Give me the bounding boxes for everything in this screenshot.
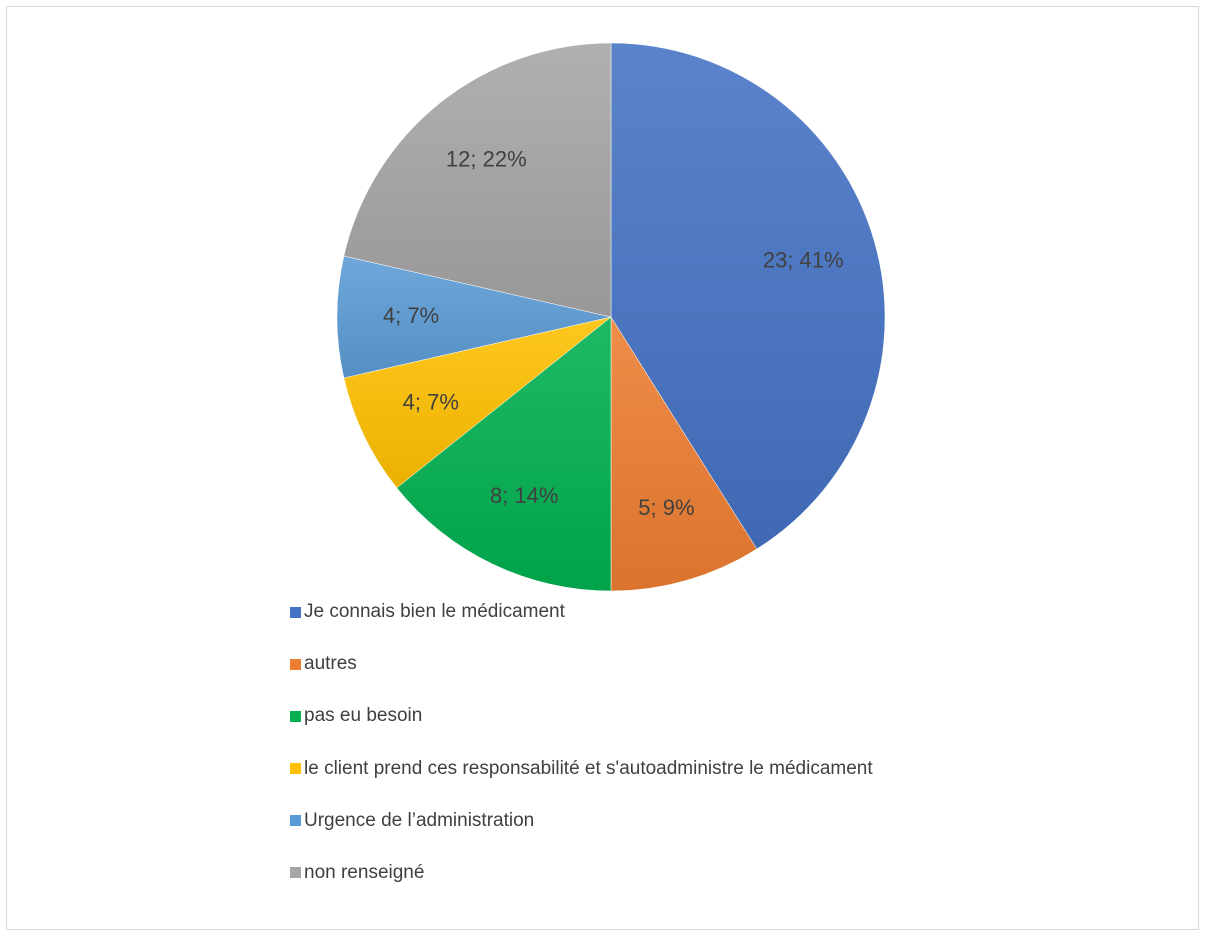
legend-item: le client prend ces responsabilité et s'… xyxy=(290,754,873,784)
pie-slice xyxy=(610,316,758,592)
legend-swatch xyxy=(290,815,301,827)
legend-swatch xyxy=(290,606,301,618)
pie-data-labels: 23; 41% 5; 9% 8; 14% 4; 7% 4; 7% 12; 22% xyxy=(383,146,844,520)
legend-swatch xyxy=(290,710,301,722)
pie-chart: 23; 41% 5; 9% 8; 14% 4; 7% 4; 7% 12; 22% xyxy=(336,42,886,592)
pie-slice xyxy=(610,42,886,550)
pie-slice xyxy=(396,316,612,592)
legend-label: non renseigné xyxy=(304,861,425,883)
pie-data-label: 8; 14% xyxy=(490,483,559,508)
legend-label: Je connais bien le médicament xyxy=(304,601,565,622)
pie-slice xyxy=(336,255,612,379)
legend-item: pas eu besoin xyxy=(290,701,873,731)
legend-swatch xyxy=(290,763,301,775)
legend-label: Urgence de l’administration xyxy=(304,809,535,831)
pie-data-label: 12; 22% xyxy=(446,146,527,171)
legend-label: le client prend ces responsabilité et s'… xyxy=(304,757,873,779)
chart-legend: Je connais bien le médicament autres pas… xyxy=(290,597,873,910)
pie-slice xyxy=(343,316,612,489)
pie-slice xyxy=(343,42,612,318)
pie-slices xyxy=(336,42,886,592)
pie-data-label: 23; 41% xyxy=(763,247,844,272)
legend-item: autres xyxy=(290,649,873,679)
legend-item: Urgence de l’administration xyxy=(290,806,873,836)
legend-swatch xyxy=(290,658,301,670)
legend-item: Je connais bien le médicament xyxy=(290,597,873,627)
pie-data-label: 4; 7% xyxy=(403,390,459,415)
pie-data-label: 5; 9% xyxy=(638,495,694,520)
legend-label: autres xyxy=(304,653,357,675)
pie-data-label: 4; 7% xyxy=(383,303,439,328)
legend-label: pas eu besoin xyxy=(304,705,423,727)
legend-item: non renseigné xyxy=(290,858,873,888)
legend-swatch xyxy=(290,867,301,879)
